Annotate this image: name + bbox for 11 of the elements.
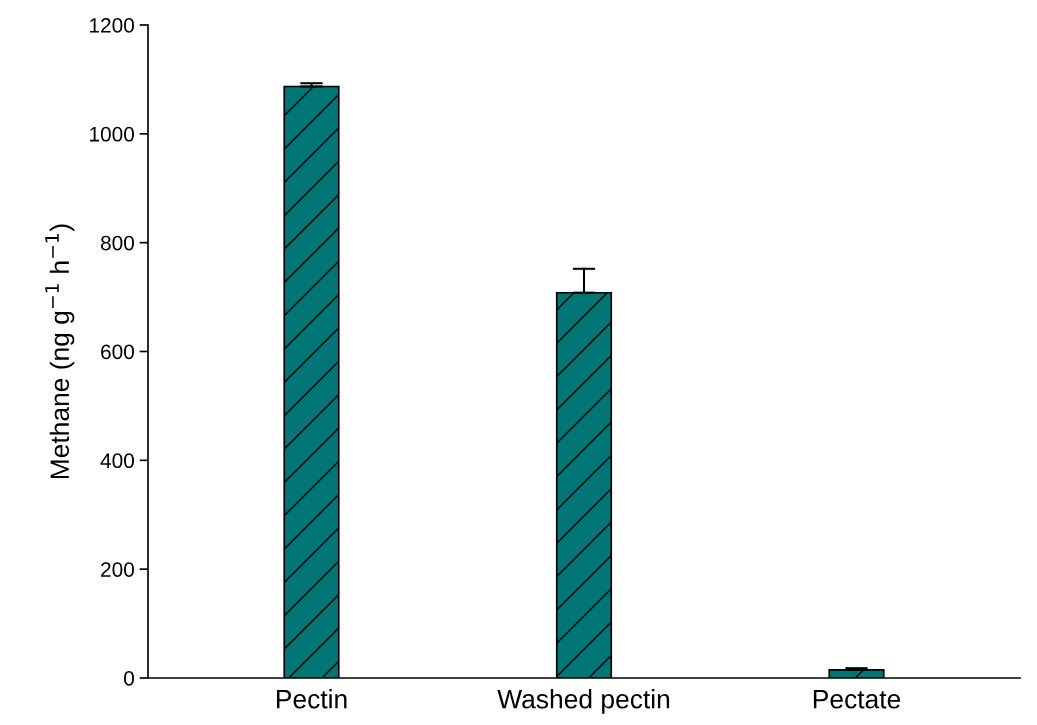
y-tick-label: 400 — [100, 453, 134, 469]
x-tick-label: Washed pectin — [497, 689, 670, 714]
y-tick-label: 1200 — [90, 18, 134, 33]
x-tick-label: Pectin — [276, 689, 347, 709]
y-tick-label: 600 — [101, 344, 134, 360]
y-tick-label: 200 — [101, 562, 134, 577]
y-tick-label: 1000 — [90, 126, 134, 142]
y-axis-title: Methane (ng g$^{−1}$ h$^{−1}$) — [45, 224, 75, 479]
y-tick-label: 0 — [124, 671, 134, 686]
y-tick-label: 800 — [100, 235, 134, 251]
x-tick-label: Pectate — [813, 690, 901, 709]
